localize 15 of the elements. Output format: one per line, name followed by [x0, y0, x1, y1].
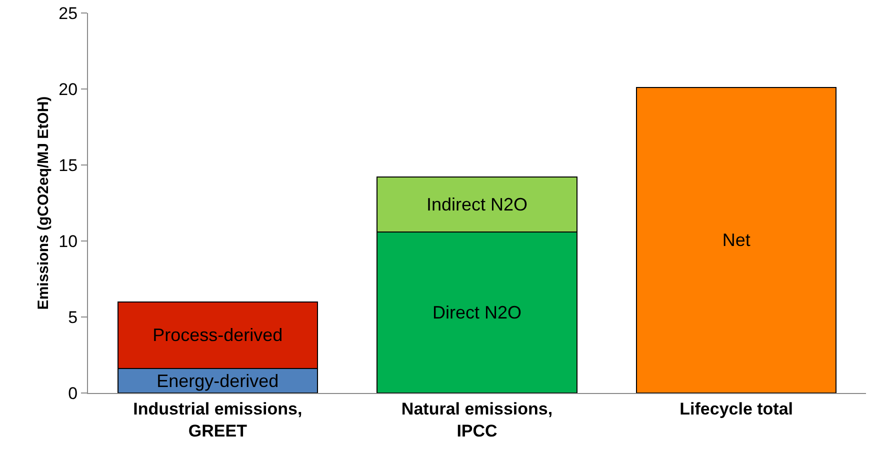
series-label: Process-derived — [152, 325, 283, 346]
series-label: Indirect N2O — [426, 194, 528, 215]
y-axis-title: Emissions (gCO2eq/MJ EtOH) — [35, 96, 52, 310]
y-tick-label: 25 — [58, 4, 78, 23]
x-tick-label: Industrial emissions, GREET — [133, 399, 302, 440]
x-tick-label: Natural emissions, IPCC — [401, 399, 553, 440]
y-tick-label: 20 — [58, 80, 78, 99]
y-tick-label: 0 — [68, 384, 78, 403]
y-tick-label: 15 — [58, 156, 78, 175]
y-tick-label: 5 — [68, 308, 78, 327]
series-label: Direct N2O — [432, 302, 522, 322]
y-tick-label: 10 — [58, 232, 78, 251]
x-tick-label: Lifecycle total — [680, 399, 794, 418]
series-label: Energy-derived — [156, 370, 279, 391]
series-label: Net — [722, 230, 750, 250]
